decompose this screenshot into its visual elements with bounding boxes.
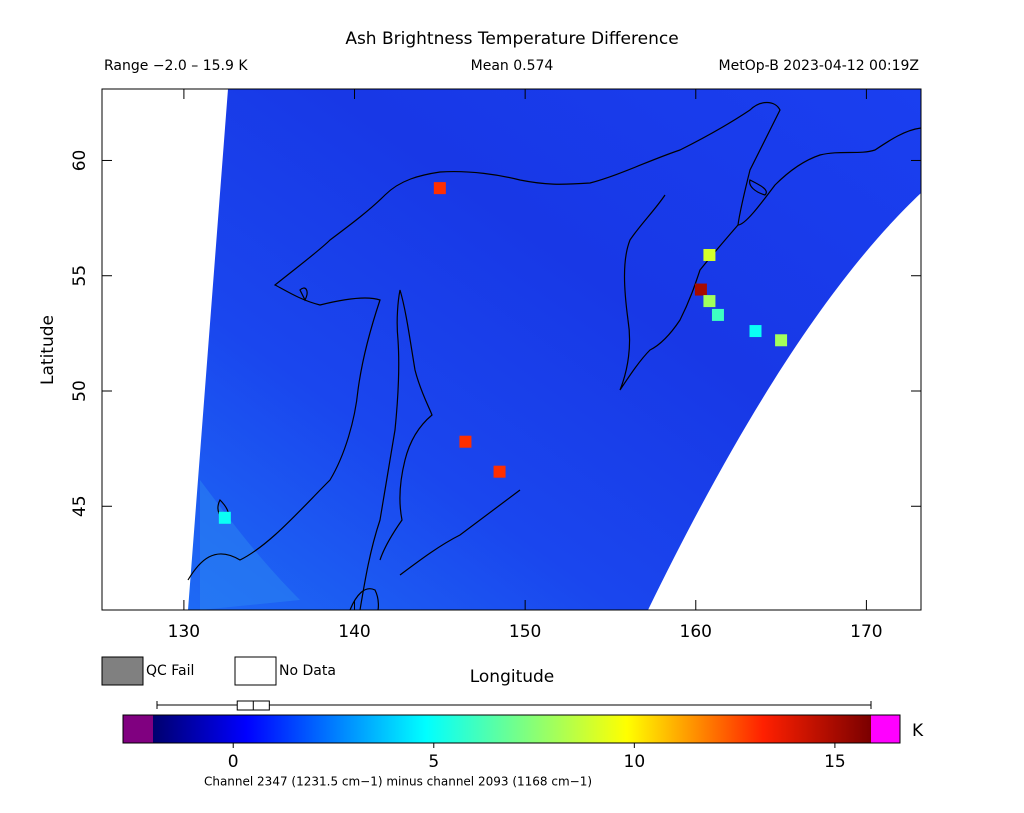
x-tick-label: 160 <box>680 622 712 642</box>
legend-swatch <box>234 656 277 686</box>
colorbar-tick-label: 0 <box>228 752 239 772</box>
hotspot <box>694 283 707 296</box>
coastline <box>349 489 521 610</box>
x-tick-label: 150 <box>509 622 541 642</box>
hotspot <box>433 182 446 195</box>
range-label: Range −2.0 – 15.9 K <box>104 58 248 74</box>
y-tick-label: 50 <box>70 380 90 402</box>
hotspot <box>775 334 788 347</box>
hotspot <box>749 325 762 338</box>
hotspot <box>493 465 506 478</box>
title: Ash Brightness Temperature Difference <box>345 29 678 49</box>
colorbar-frame <box>122 714 901 744</box>
hotspot <box>459 435 472 448</box>
colorbar-tick-label: 5 <box>428 752 439 772</box>
swath <box>188 89 921 610</box>
hotspot-layer <box>218 182 788 524</box>
legend-swatch <box>101 656 144 686</box>
legend-label: No Data <box>279 663 336 679</box>
hotspot <box>703 295 716 308</box>
x-tick-label: 170 <box>850 622 882 642</box>
y-axis-label: Latitude <box>38 315 58 385</box>
hotspot <box>703 248 716 261</box>
colorbar-tick-label: 15 <box>824 752 846 772</box>
x-axis-label: Longitude <box>470 667 555 687</box>
source-label: MetOp-B 2023-04-12 00:19Z <box>719 58 919 74</box>
overflow-swatch <box>871 715 900 743</box>
colorbar-tick-label: 10 <box>624 752 646 772</box>
coastline <box>619 194 739 391</box>
x-tick-label: 140 <box>338 622 370 642</box>
mean-label: Mean 0.574 <box>471 58 554 74</box>
underflow-swatch <box>123 715 153 743</box>
map <box>187 89 921 610</box>
coastline <box>187 101 921 581</box>
colorbar-unit: K <box>912 721 924 741</box>
coastline <box>359 289 433 610</box>
colorbar-caption: Channel 2347 (1231.5 cm−1) minus channel… <box>204 775 592 789</box>
hotspot <box>711 308 724 321</box>
y-tick-label: 55 <box>70 265 90 287</box>
y-tick-label: 60 <box>70 150 90 172</box>
y-tick-label: 45 <box>70 495 90 517</box>
legend-label: QC Fail <box>146 663 194 679</box>
swath-shade <box>200 480 300 610</box>
plot-frame <box>101 88 922 611</box>
x-tick-label: 130 <box>168 622 200 642</box>
colorbar <box>153 715 871 743</box>
hotspot <box>218 511 231 524</box>
